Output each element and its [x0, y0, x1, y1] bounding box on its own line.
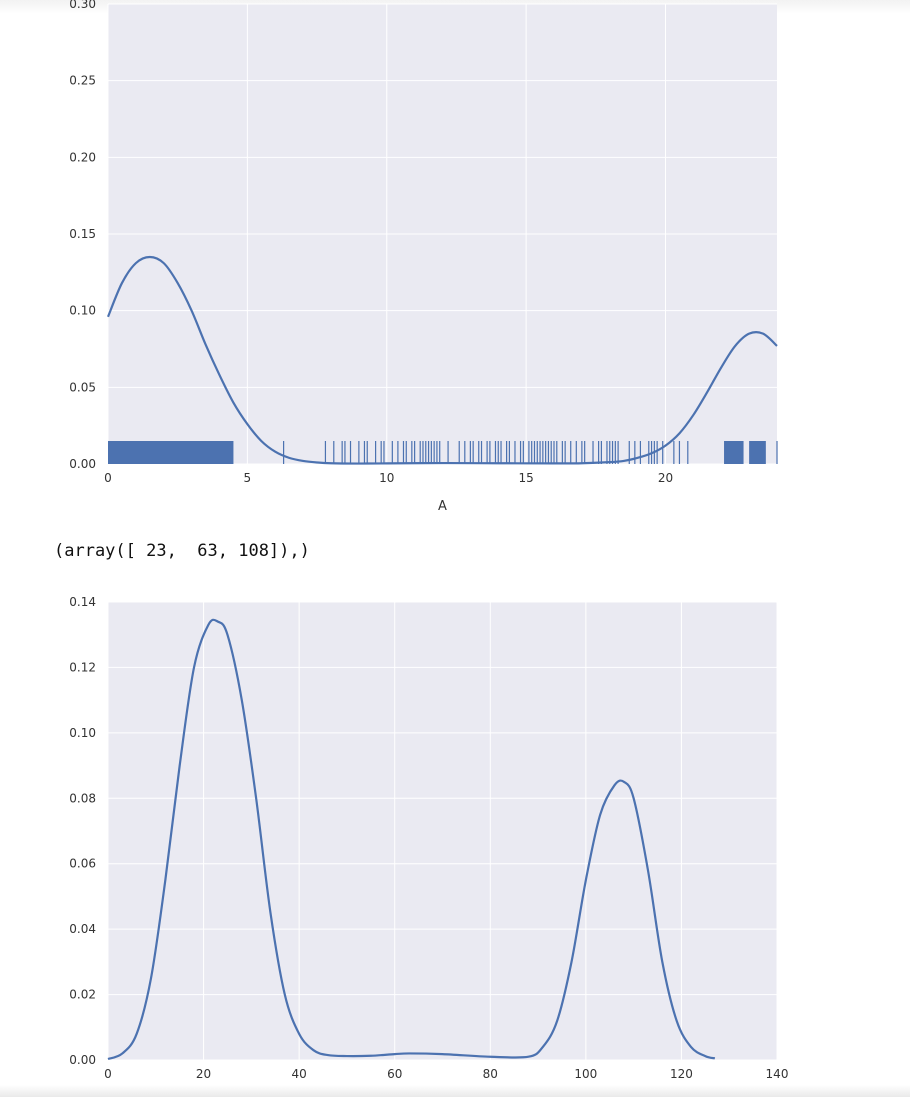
y-tick-label: 0.20 [69, 150, 96, 164]
y-tick-label: 0.10 [69, 304, 96, 318]
y-tick-label: 0.00 [69, 1053, 96, 1067]
kde-line [106, 255, 778, 465]
y-tick-label: 0.05 [69, 380, 96, 394]
x-tick-label: 80 [483, 1067, 498, 1081]
kde-line [107, 618, 716, 1061]
x-axis-label: A [438, 499, 447, 514]
x-tick-label: 40 [292, 1067, 307, 1081]
y-tick-label: 0.02 [69, 988, 96, 1002]
rug-dense-block [749, 441, 766, 464]
y-tick-label: 0.06 [69, 857, 96, 871]
y-tick-label: 0.08 [69, 791, 96, 805]
y-tick-label: 0.12 [69, 660, 96, 674]
x-tick-label: 0 [104, 471, 112, 485]
x-tick-label: 0 [104, 1067, 112, 1081]
plot-area [108, 602, 777, 1060]
y-tick-label: 0.14 [69, 595, 96, 609]
y-tick-label: 0.30 [69, 0, 96, 11]
x-tick-label: 100 [574, 1067, 597, 1081]
x-tick-label: 15 [518, 471, 533, 485]
y-tick-label: 0.10 [69, 726, 96, 740]
x-tick-label: 120 [670, 1067, 693, 1081]
kde-chart: 0 20 40 60 80 100 120 140 0.00 0.02 0.04 0.06 0.08 0.… [69, 595, 789, 1081]
x-tick-label: 60 [387, 1067, 402, 1081]
y-tick-label: 0.00 [69, 457, 96, 471]
rug-dense-block [724, 441, 744, 464]
x-tick-label: 20 [196, 1067, 211, 1081]
x-tick-label: 140 [766, 1067, 789, 1081]
cell-output-text: (array([ 23, 63, 108]),) [54, 541, 310, 561]
x-tick-label: 10 [379, 471, 394, 485]
y-tick-label: 0.04 [69, 922, 96, 936]
y-tick-label: 0.15 [69, 227, 96, 241]
rug-dense-block [108, 441, 234, 464]
x-tick-label: 5 [244, 471, 252, 485]
x-tick-label: 20 [658, 471, 673, 485]
y-tick-label: 0.25 [69, 74, 96, 88]
kde-rug-chart: 0 5 10 15 20 0.00 0.05 0.10 0.15 0.20 0.25 0.30 A [69, 0, 778, 514]
